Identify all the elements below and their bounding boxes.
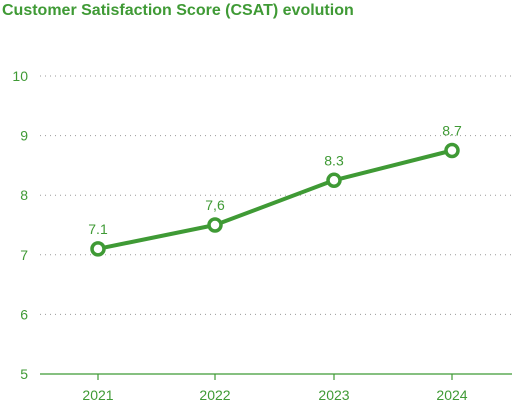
grid-lines bbox=[40, 75, 512, 315]
x-tick-label: 2023 bbox=[318, 387, 349, 403]
data-point bbox=[207, 217, 223, 233]
x-axis: 2021 2022 2023 2024 bbox=[40, 373, 512, 403]
y-tick-label: 7 bbox=[20, 247, 28, 263]
data-labels: 7.1 7,6 8.3 8.7 bbox=[88, 123, 462, 237]
data-point bbox=[326, 172, 342, 189]
data-label: 8.3 bbox=[324, 152, 344, 168]
x-tick-label: 2024 bbox=[436, 387, 467, 403]
data-label: 7,6 bbox=[205, 197, 225, 213]
y-tick-label: 6 bbox=[20, 306, 28, 322]
data-point bbox=[444, 142, 460, 159]
series bbox=[90, 142, 460, 257]
data-point bbox=[90, 241, 106, 257]
data-label: 7.1 bbox=[88, 221, 108, 237]
chart-title: Customer Satisfaction Score (CSAT) evolu… bbox=[2, 2, 354, 19]
y-tick-label: 8 bbox=[20, 187, 28, 203]
x-tick-label: 2021 bbox=[82, 387, 113, 403]
y-tick-label: 5 bbox=[20, 366, 28, 382]
y-tick-label: 10 bbox=[12, 68, 28, 84]
data-label: 8.7 bbox=[442, 123, 462, 139]
y-axis: 5 6 7 8 9 10 bbox=[12, 68, 28, 382]
x-tick-label: 2022 bbox=[199, 387, 230, 403]
series-line bbox=[96, 148, 454, 251]
y-tick-label: 9 bbox=[20, 128, 28, 144]
